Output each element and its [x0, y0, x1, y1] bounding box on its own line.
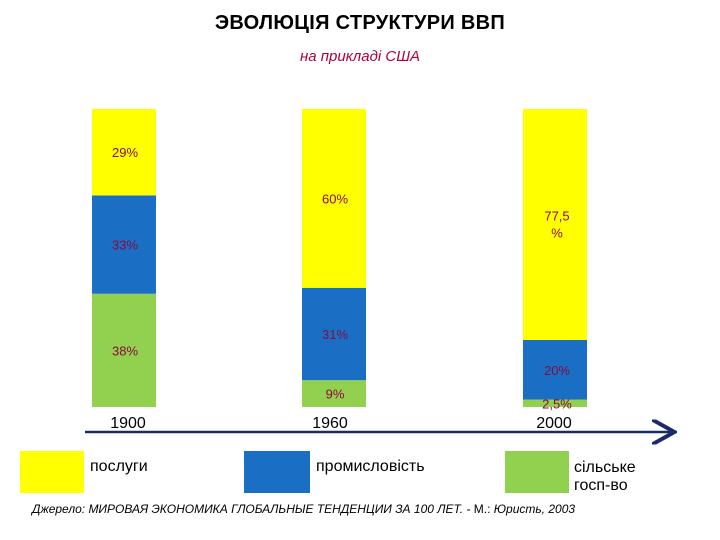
legend-label-services: послуги	[90, 458, 148, 475]
bar-label-1960-0: 9%	[326, 387, 345, 402]
bar-label-1900-1: 33%	[112, 238, 138, 253]
x-tick-1960: 1960	[312, 415, 348, 432]
bar-segment-1900-2	[92, 109, 156, 196]
legend-swatch-industry	[244, 451, 310, 493]
bar-label-2000-1: 20%	[544, 363, 570, 378]
bar-segment-2000-2	[523, 109, 587, 340]
bar-segment-1900-1	[92, 195, 156, 294]
legend-swatch-services	[20, 451, 84, 493]
bar-segment-2000-1	[523, 339, 587, 400]
chart-subtitle: на прикладі США	[299, 48, 421, 65]
chart-title: ЭВОЛЮЦІЯ СТРУКТУРИ ВВП	[214, 12, 506, 34]
source-note: Джерело: МИРОВАЯ ЭКОНОМИКА ГЛОБАЛЬНЫЕ ТЕ…	[32, 502, 575, 516]
bar-segment-2000-0	[523, 399, 587, 407]
x-tick-2000: 2000	[536, 415, 572, 432]
source-prefix: Джерело: МИРОВАЯ ЭКОНОМИКА ГЛОБАЛЬНЫЕ ТЕ…	[32, 502, 474, 516]
bar-label-1960-1: 31%	[322, 327, 348, 342]
legend-label-agriculture: сільське госп-во	[574, 459, 636, 495]
bar-segment-1960-2	[302, 109, 366, 288]
legend-label-agriculture-line2: госп-во	[574, 477, 628, 494]
bar-label-1900-0: 38%	[112, 343, 138, 358]
bar-segment-1900-0	[92, 293, 156, 407]
source-city: М.:	[473, 502, 491, 516]
bar-label-2000-0: 2,5%	[542, 396, 572, 411]
bar-segment-1960-1	[302, 287, 366, 381]
legend-swatch-agriculture	[505, 451, 569, 493]
bar-label-1960-2: 60%	[322, 191, 348, 206]
legend-label-agriculture-line1: сільське	[574, 459, 636, 476]
bar-label-2000-2: 77,5%	[544, 208, 569, 240]
x-tick-1900: 1900	[110, 415, 146, 432]
bar-segment-1960-0	[302, 380, 366, 407]
legend-label-industry: промисловість	[316, 458, 425, 475]
source-publisher: Юристь, 2003	[490, 502, 576, 516]
bar-label-1900-2: 29%	[112, 145, 138, 160]
